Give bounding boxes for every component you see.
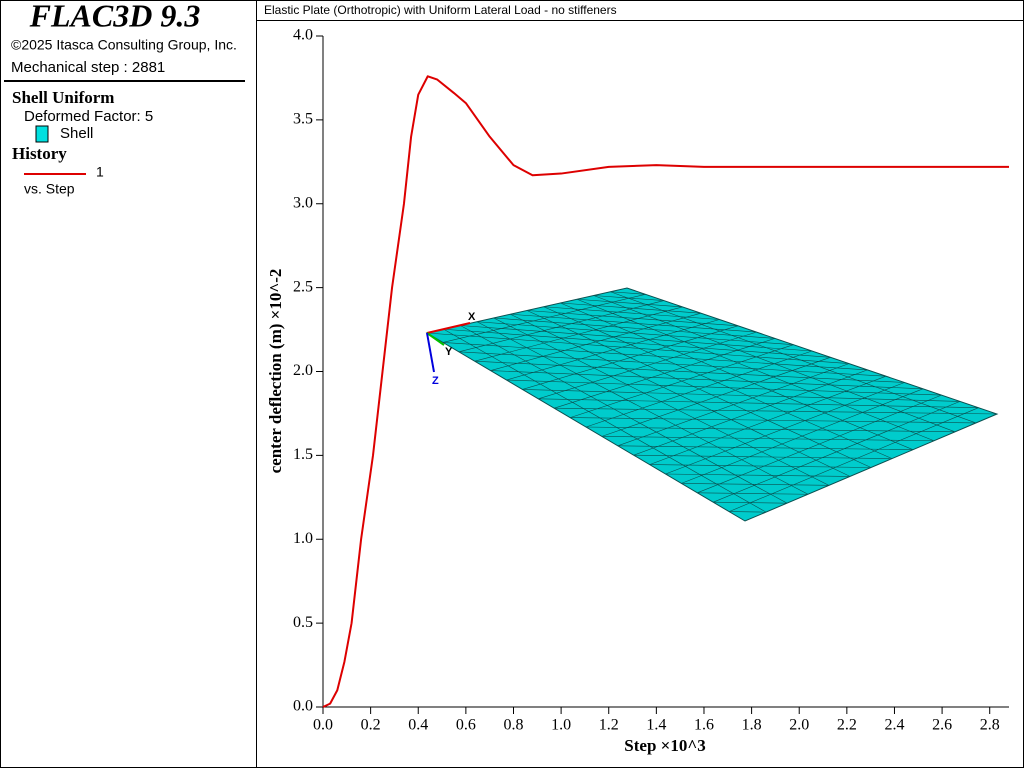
mesh-line (543, 306, 720, 320)
mesh-line (681, 483, 830, 486)
mesh-line (697, 492, 809, 495)
mesh-line (506, 379, 942, 396)
x-tick-label: 0.8 (503, 717, 523, 734)
mesh-line (713, 401, 961, 503)
mesh-line (442, 294, 646, 343)
vs-label: vs. Step (24, 181, 75, 197)
x-tick-label: 0.0 (313, 717, 333, 734)
y-tick-label: 1.5 (293, 446, 313, 463)
mesh-line (538, 331, 757, 400)
mesh-line (601, 357, 831, 437)
mesh-line (493, 317, 776, 339)
mesh-line (490, 370, 924, 390)
mesh-line (617, 363, 850, 447)
x-tick-label: 1.6 (694, 717, 714, 734)
mesh-line (665, 473, 851, 477)
shell-label: Shell (60, 125, 93, 142)
data-line (322, 75, 1009, 708)
mesh-line (506, 319, 720, 381)
triad-z (426, 332, 435, 373)
y-tick-label: 0.5 (293, 614, 313, 631)
mesh-line (554, 407, 998, 415)
mesh-line (610, 291, 646, 295)
mesh-line (522, 389, 961, 402)
x-tick-label: 1.2 (599, 717, 619, 734)
x-tick-label: 0.4 (408, 717, 428, 734)
mesh-line (728, 407, 979, 512)
x-tick-label: 0.6 (456, 717, 476, 734)
triad-z-label: Z (432, 375, 439, 387)
mesh-line (576, 298, 683, 308)
mesh-line (510, 313, 757, 333)
x-tick-label: 0.2 (361, 717, 381, 734)
legend-series: 1 (96, 164, 104, 180)
copyright: ©2025 Itasca Consulting Group, Inc. (11, 37, 237, 53)
y-tick-label: 3.0 (293, 194, 313, 211)
mesh-line (476, 321, 794, 345)
mesh-line (601, 436, 935, 442)
history-heading: History (12, 144, 67, 163)
step-label: Mechanical step : 2881 (11, 59, 165, 76)
mesh-line (665, 382, 905, 475)
y-tick-label: 3.5 (293, 111, 313, 128)
y-tick-label: 0.0 (293, 698, 313, 715)
mesh-line (538, 398, 979, 408)
triad-y (426, 332, 445, 346)
mesh-line (443, 328, 831, 358)
mesh-line (585, 426, 956, 433)
y-tick-label: 4.0 (293, 27, 313, 44)
mesh-line (474, 360, 905, 383)
y-tick-label: 2.5 (293, 278, 313, 295)
shell-swatch (35, 125, 49, 143)
mesh-line (460, 325, 813, 352)
y-axis-label: center deflection (m) ×10^-2 (266, 269, 285, 474)
x-tick-label: 2.2 (837, 717, 857, 734)
mesh-line (633, 369, 868, 456)
x-tick-label: 1.8 (742, 717, 762, 734)
triad-y-label: Y (445, 346, 453, 358)
mesh-line (633, 454, 893, 459)
plot-title: Shell Uniform (12, 88, 114, 107)
x-tick-label: 2.4 (884, 717, 904, 734)
mesh-line (458, 351, 887, 377)
mesh-line (458, 300, 665, 353)
x-tick-label: 1.4 (646, 717, 666, 734)
shell-model (425, 287, 999, 522)
mesh-line (490, 312, 702, 371)
mesh-line (426, 332, 850, 364)
deformed-label: Deformed Factor: 5 (24, 108, 153, 125)
x-tick-label: 1.0 (551, 717, 571, 734)
mesh-line (554, 338, 776, 409)
mesh-line (560, 302, 702, 314)
mesh-line (617, 445, 914, 450)
x-axis-label: Step ×10^3 (624, 736, 705, 755)
app-title: FLAC3D 9.3 (29, 0, 201, 33)
mesh-line (570, 417, 977, 424)
y-tick-label: 1.0 (293, 530, 313, 547)
y-tick-label: 2.0 (293, 362, 313, 379)
triad-x-label: X (468, 311, 476, 323)
mesh-line (526, 310, 739, 327)
mesh-line (442, 342, 868, 371)
mesh-line (522, 325, 739, 390)
chart-title: Elastic Plate (Orthotropic) with Uniform… (264, 3, 617, 17)
mesh-line (649, 464, 872, 468)
mesh-line (593, 295, 665, 301)
x-tick-label: 2.0 (789, 717, 809, 734)
mesh-line (697, 394, 942, 494)
mesh-line (713, 501, 788, 504)
mesh-line (681, 388, 924, 484)
x-tick-label: 2.8 (980, 717, 1000, 734)
x-tick-label: 2.6 (932, 717, 952, 734)
triad-x (426, 322, 471, 334)
